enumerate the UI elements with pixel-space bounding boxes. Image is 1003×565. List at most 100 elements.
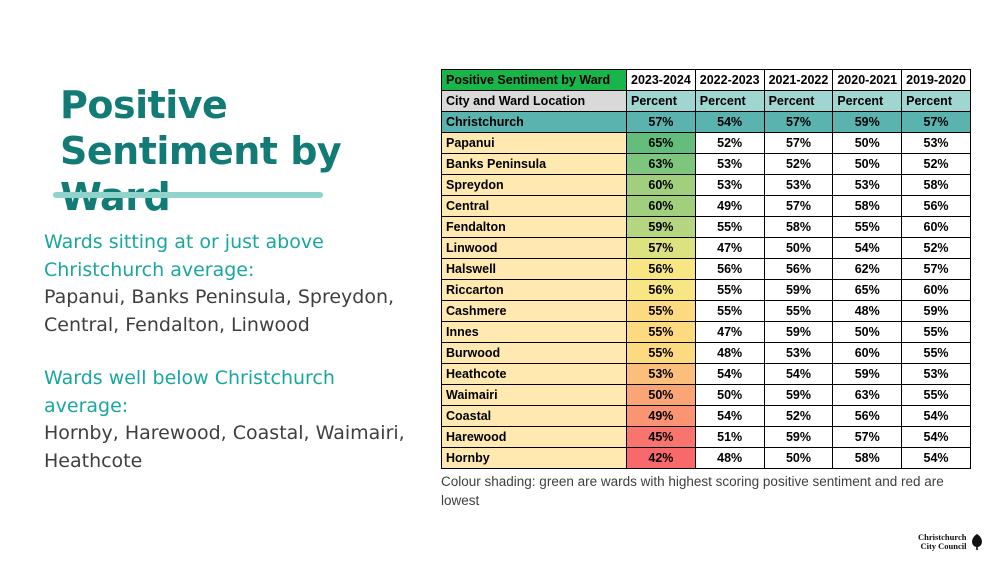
value-cell: 52% bbox=[901, 237, 971, 259]
value-cell: 53% bbox=[694, 153, 765, 175]
value-cell: 52% bbox=[694, 132, 765, 154]
ward-row: Halswell 56% 56% 56% 62% 57% bbox=[441, 258, 971, 280]
ward-row: Waimairi 50% 50% 59% 63% 55% bbox=[441, 384, 971, 406]
value-cell: 55% bbox=[832, 216, 903, 238]
current-year-value-cell: 55% bbox=[626, 300, 696, 322]
value-cell: 53% bbox=[763, 174, 834, 196]
logo-line-1: Christchurch bbox=[918, 532, 967, 542]
value-cell: 54% bbox=[901, 405, 971, 427]
ward-name-cell: Innes bbox=[441, 321, 627, 343]
value-cell: 54% bbox=[694, 363, 765, 385]
ward-name-cell: Halswell bbox=[441, 258, 627, 280]
value-cell: 54% bbox=[694, 111, 765, 133]
current-year-value-cell: 42% bbox=[626, 447, 696, 469]
table-subheader-cell: Percent bbox=[763, 90, 834, 112]
current-year-value-cell: 55% bbox=[626, 342, 696, 364]
value-cell: 54% bbox=[694, 405, 765, 427]
ward-name-cell: Banks Peninsula bbox=[441, 153, 627, 175]
value-cell: 49% bbox=[694, 195, 765, 217]
current-year-value-cell: 59% bbox=[626, 216, 696, 238]
current-year-value-cell: 57% bbox=[626, 111, 696, 133]
value-cell: 55% bbox=[901, 384, 971, 406]
current-year-value-cell: 56% bbox=[626, 279, 696, 301]
table-header-cell: Positive Sentiment by Ward bbox=[441, 69, 627, 91]
value-cell: 55% bbox=[694, 216, 765, 238]
value-cell: 60% bbox=[901, 216, 971, 238]
page-title: Positive Sentiment by Ward bbox=[60, 83, 342, 219]
value-cell: 59% bbox=[763, 321, 834, 343]
ward-row: Hornby 42% 48% 50% 58% 54% bbox=[441, 447, 971, 469]
value-cell: 54% bbox=[832, 237, 903, 259]
value-cell: 52% bbox=[763, 405, 834, 427]
value-cell: 48% bbox=[694, 447, 765, 469]
value-cell: 58% bbox=[832, 195, 903, 217]
ward-row: Fendalton 59% 55% 58% 55% 60% bbox=[441, 216, 971, 238]
value-cell: 53% bbox=[901, 132, 971, 154]
value-cell: 59% bbox=[832, 363, 903, 385]
current-year-value-cell: 57% bbox=[626, 237, 696, 259]
value-cell: 54% bbox=[901, 426, 971, 448]
table-subheader-cell: Percent bbox=[694, 90, 765, 112]
above-average-list: Papanui, Banks Peninsula, Spreydon, Cent… bbox=[44, 286, 395, 336]
value-cell: 50% bbox=[694, 384, 765, 406]
ward-name-cell: Coastal bbox=[441, 405, 627, 427]
summary-text: Wards sitting at or just above Christchu… bbox=[44, 229, 424, 475]
current-year-value-cell: 55% bbox=[626, 321, 696, 343]
below-average-list: Hornby, Harewood, Coastal, Waimairi, Hea… bbox=[44, 422, 405, 472]
ward-row: Coastal 49% 54% 52% 56% 54% bbox=[441, 405, 971, 427]
ward-name-cell: Waimairi bbox=[441, 384, 627, 406]
table-subheader-cell: Percent bbox=[832, 90, 903, 112]
current-year-value-cell: 45% bbox=[626, 426, 696, 448]
ward-row: Banks Peninsula 63% 53% 52% 50% 52% bbox=[441, 153, 971, 175]
value-cell: 55% bbox=[901, 342, 971, 364]
table-subheader-cell: Percent bbox=[626, 90, 696, 112]
value-cell: 53% bbox=[694, 174, 765, 196]
ward-row: Spreydon 60% 53% 53% 53% 58% bbox=[441, 174, 971, 196]
ward-name-cell: Fendalton bbox=[441, 216, 627, 238]
value-cell: 57% bbox=[832, 426, 903, 448]
ward-name-cell: Riccarton bbox=[441, 279, 627, 301]
value-cell: 57% bbox=[901, 258, 971, 280]
value-cell: 53% bbox=[832, 174, 903, 196]
value-cell: 52% bbox=[763, 153, 834, 175]
value-cell: 59% bbox=[763, 384, 834, 406]
title-underline bbox=[53, 192, 323, 198]
current-year-value-cell: 65% bbox=[626, 132, 696, 154]
value-cell: 48% bbox=[832, 300, 903, 322]
value-cell: 59% bbox=[763, 279, 834, 301]
value-cell: 55% bbox=[694, 279, 765, 301]
value-cell: 58% bbox=[763, 216, 834, 238]
ward-row: Central 60% 49% 57% 58% 56% bbox=[441, 195, 971, 217]
ward-name-cell: Christchurch bbox=[441, 111, 627, 133]
value-cell: 54% bbox=[901, 447, 971, 469]
ward-row: Burwood 55% 48% 53% 60% 55% bbox=[441, 342, 971, 364]
value-cell: 54% bbox=[763, 363, 834, 385]
value-cell: 56% bbox=[694, 258, 765, 280]
value-cell: 48% bbox=[694, 342, 765, 364]
value-cell: 60% bbox=[901, 279, 971, 301]
ward-row: Innes 55% 47% 59% 50% 55% bbox=[441, 321, 971, 343]
value-cell: 50% bbox=[763, 237, 834, 259]
ward-name-cell: Central bbox=[441, 195, 627, 217]
above-average-heading: Wards sitting at or just above Christchu… bbox=[44, 231, 324, 281]
sentiment-table: Positive Sentiment by Ward 2023-2024 202… bbox=[441, 69, 971, 469]
ccc-leaf-icon bbox=[971, 534, 982, 550]
value-cell: 59% bbox=[763, 426, 834, 448]
value-cell: 57% bbox=[763, 132, 834, 154]
value-cell: 50% bbox=[832, 321, 903, 343]
ward-row: Cashmere 55% 55% 55% 48% 59% bbox=[441, 300, 971, 322]
current-year-value-cell: 63% bbox=[626, 153, 696, 175]
value-cell: 60% bbox=[832, 342, 903, 364]
table-header-cell: 2019-2020 bbox=[901, 69, 971, 91]
value-cell: 59% bbox=[832, 111, 903, 133]
ward-row: Papanui 65% 52% 57% 50% 53% bbox=[441, 132, 971, 154]
value-cell: 57% bbox=[763, 195, 834, 217]
current-year-value-cell: 50% bbox=[626, 384, 696, 406]
value-cell: 65% bbox=[832, 279, 903, 301]
value-cell: 52% bbox=[901, 153, 971, 175]
table-header-cell: 2023-2024 bbox=[626, 69, 696, 91]
value-cell: 62% bbox=[832, 258, 903, 280]
ward-name-cell: Cashmere bbox=[441, 300, 627, 322]
ward-name-cell: Burwood bbox=[441, 342, 627, 364]
value-cell: 55% bbox=[901, 321, 971, 343]
